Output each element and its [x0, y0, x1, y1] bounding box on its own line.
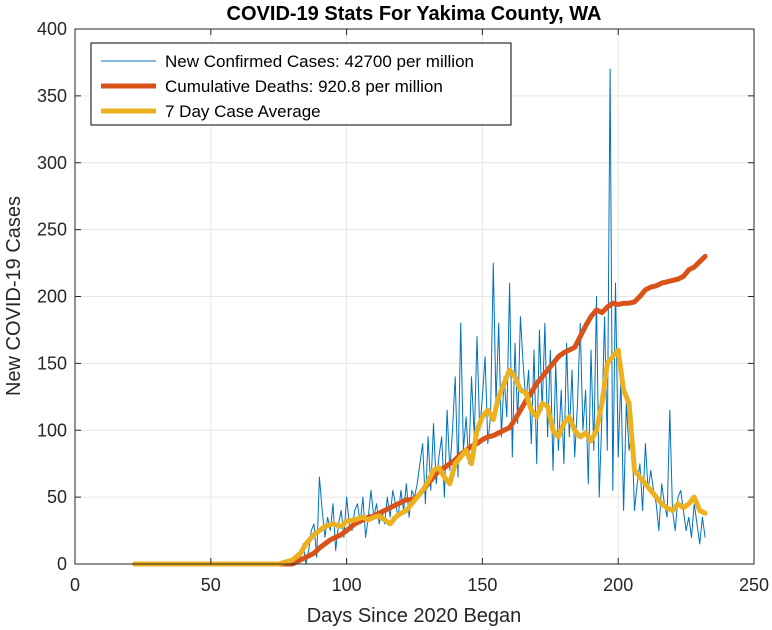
series-line-0 [134, 68, 706, 565]
series-line-1 [132, 253, 708, 567]
x-tick-label: 250 [739, 575, 769, 595]
x-tick-label: 150 [467, 575, 497, 595]
legend-label-new-cases: New Confirmed Cases: 42700 per million [165, 52, 474, 71]
legend-label-cumulative-deaths: Cumulative Deaths: 920.8 per million [165, 77, 443, 96]
x-tick-labels: 0 50 100 150 200 250 [70, 575, 769, 595]
y-axis-title: New COVID-19 Cases [3, 196, 25, 396]
legend-box [90, 42, 512, 126]
y-tick-label: 150 [37, 353, 67, 373]
y-tick-label: 250 [37, 220, 67, 240]
series-group [132, 68, 708, 567]
y-tick-label: 200 [37, 287, 67, 307]
y-tick-label: 300 [37, 153, 67, 173]
chart-title: COVID-19 Stats For Yakima County, WA [227, 3, 602, 25]
series-line-2 [132, 347, 708, 567]
x-tick-label: 50 [201, 575, 221, 595]
x-tick-label: 0 [70, 575, 80, 595]
y-tick-label: 50 [47, 487, 67, 507]
x-axis-title: Days Since 2020 Began [307, 605, 522, 627]
x-tick-label: 100 [332, 575, 362, 595]
y-tick-labels: 0 50 100 150 200 250 300 350 400 [37, 19, 67, 574]
legend-label-7day-average: 7 Day Case Average [165, 102, 321, 121]
x-tick-label: 200 [603, 575, 633, 595]
legend: New Confirmed Cases: 42700 per million C… [90, 42, 512, 126]
y-tick-label: 400 [37, 19, 67, 39]
y-tick-label: 350 [37, 86, 67, 106]
y-tick-label: 0 [57, 554, 67, 574]
axes [74, 28, 755, 565]
y-tick-label: 100 [37, 420, 67, 440]
